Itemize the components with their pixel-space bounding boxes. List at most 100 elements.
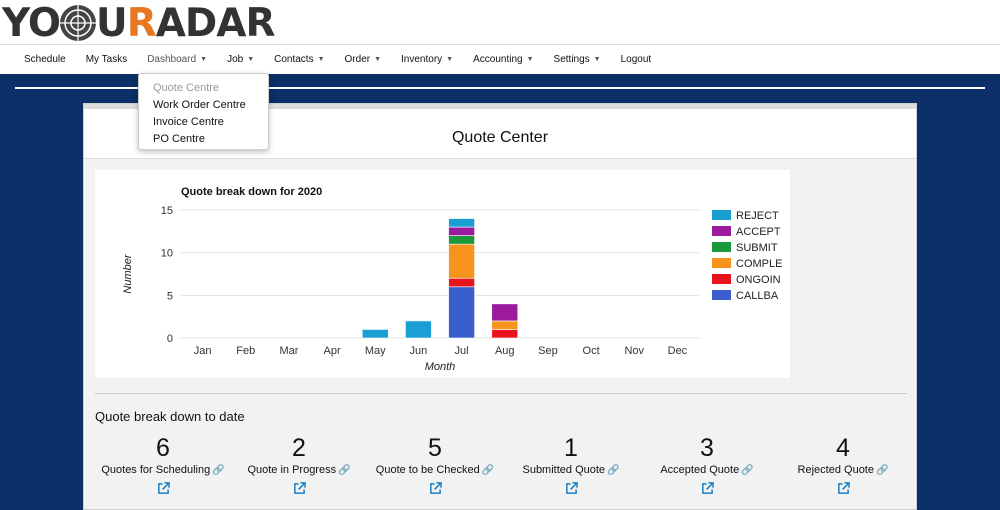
stat-label-row: Accepted Quote 🔗 (639, 464, 775, 476)
logo-text-prefix: YO (2, 0, 61, 46)
nav-item-order[interactable]: Order ▼ (335, 54, 392, 65)
legend-label-submit: SUBMIT (736, 242, 778, 254)
section-divider (95, 393, 907, 394)
bar-comple-jul (448, 243, 475, 279)
nav-item-label: Order (344, 54, 371, 65)
stat-quote-in-progress: 2 Quote in Progress 🔗 (231, 434, 367, 495)
stat-value: 1 (564, 434, 578, 462)
legend-label-accept: ACCEPT (736, 226, 781, 238)
top-bar: YO UR U R ADAR (0, 0, 1000, 46)
link-icon[interactable]: 🔗 (212, 465, 225, 476)
stat-value: 2 (292, 434, 306, 462)
stat-value: 6 (156, 434, 170, 462)
caret-down-icon: ▼ (446, 56, 454, 63)
external-link-icon[interactable] (837, 482, 850, 495)
chart-title: Quote break down for 2020 (181, 186, 322, 198)
stat-label: Accepted Quote (660, 464, 740, 476)
nav-item-schedule[interactable]: Schedule (0, 54, 76, 65)
breakdown-title: Quote break down to date (95, 409, 245, 424)
link-icon[interactable]: 🔗 (481, 465, 495, 476)
bar-reject-jun (405, 320, 432, 339)
nav-item-contacts[interactable]: Contacts ▼ (264, 54, 334, 65)
nav-item-accounting[interactable]: Accounting ▼ (463, 54, 543, 65)
stat-quote-to-be-checked: 5 Quote to be Checked 🔗 (367, 434, 503, 495)
logo-text-r: R (126, 0, 157, 46)
legend-swatch-accept (712, 226, 731, 236)
bar-callba-jul (448, 286, 475, 339)
nav-item-settings[interactable]: Settings ▼ (544, 54, 611, 65)
external-link-icon[interactable] (293, 482, 306, 495)
nav-item-inventory[interactable]: Inventory ▼ (391, 54, 463, 65)
x-tick-label: Aug (495, 345, 515, 357)
x-tick-label: Jan (194, 345, 212, 357)
nav-item-label: Contacts (274, 54, 314, 65)
link-icon[interactable]: 🔗 (607, 465, 620, 476)
breakdown-stats: 6 Quotes for Scheduling 🔗 2 Quote in Progres… (95, 434, 907, 509)
stat-label: Submitted Quote (522, 464, 606, 476)
stat-accepted-quote: 3 Accepted Quote 🔗 (639, 434, 775, 495)
stat-label: Quote to be Checked (375, 464, 480, 476)
x-tick-label: Dec (668, 345, 688, 357)
dashboard-dropdown: Quote Centre Work Order Centre Invoice Cen… (138, 73, 269, 150)
external-link-icon[interactable] (157, 482, 170, 495)
dropdown-item-work-order-centre[interactable]: Work Order Centre (153, 99, 246, 111)
x-axis-label: Month (425, 361, 456, 373)
nav-item-label: Dashboard (147, 54, 197, 65)
y-axis-label: Number (122, 253, 134, 293)
link-icon[interactable]: 🔗 (338, 465, 351, 476)
dropdown-item-invoice-centre[interactable]: Invoice Centre (153, 116, 224, 128)
external-link-icon[interactable] (565, 482, 578, 495)
caret-down-icon: ▼ (317, 56, 325, 63)
external-link-icon[interactable] (429, 482, 442, 495)
stat-value: 4 (836, 434, 850, 462)
bar-reject-may (361, 329, 389, 339)
x-tick-label: Jun (410, 345, 428, 357)
caret-down-icon: ▼ (526, 56, 534, 63)
nav-item-label: Accounting (473, 54, 523, 65)
nav-item-label: Job (227, 54, 244, 65)
y-tick-label: 5 (167, 290, 173, 302)
link-icon[interactable]: 🔗 (875, 465, 889, 476)
nav-item-my-tasks[interactable]: My Tasks (76, 54, 138, 65)
legend-label-comple: COMPLE (736, 258, 782, 270)
y-tick-label: 0 (167, 333, 173, 345)
nav-item-label: Schedule (24, 54, 66, 65)
caret-down-icon: ▼ (200, 56, 208, 63)
legend-swatch-ongoin (712, 274, 731, 284)
legend-label-reject: REJECT (736, 210, 779, 222)
brand-logo[interactable]: YO UR U R ADAR (2, 0, 276, 46)
nav-item-label: Logout (620, 54, 652, 65)
x-tick-label: Nov (624, 345, 644, 357)
chart-svg: Quote break down for 2020 0 5 10 15 Number Jan… (122, 186, 782, 373)
divider (15, 87, 985, 89)
bar-submit-jul (448, 235, 475, 245)
dropdown-item-po-centre[interactable]: PO Centre (153, 133, 205, 145)
link-icon[interactable]: 🔗 (741, 465, 754, 476)
stat-value: 3 (700, 434, 714, 462)
stat-label: Quotes for Scheduling (101, 464, 211, 476)
caret-down-icon: ▼ (374, 56, 382, 63)
nav-item-logout[interactable]: Logout (611, 54, 662, 65)
main-nav: Schedule My Tasks Dashboard ▼ Job ▼ Contacts ▼ O… (0, 44, 1000, 74)
legend-swatch-reject (712, 210, 731, 220)
caret-down-icon: ▼ (247, 56, 255, 63)
nav-item-dashboard[interactable]: Dashboard ▼ (137, 54, 217, 65)
x-tick-label: Mar (279, 345, 298, 357)
bar-accept-jul (448, 226, 475, 236)
nav-item-job[interactable]: Job ▼ (217, 54, 264, 65)
logo-text-suffix: ADAR (155, 0, 276, 46)
nav-item-label: My Tasks (85, 54, 128, 65)
radar-icon (58, 3, 98, 43)
dropdown-item-quote-centre[interactable]: Quote Centre (153, 82, 220, 94)
x-tick-label: May (365, 345, 386, 357)
legend-swatch-comple (712, 258, 731, 268)
bar-ongoin-jul (448, 277, 475, 288)
external-link-icon[interactable] (701, 482, 714, 495)
y-tick-label: 10 (161, 248, 173, 260)
bar-comple-aug (491, 320, 519, 330)
x-tick-label: Jul (455, 345, 469, 357)
nav-item-label: Inventory (401, 54, 443, 65)
nav-item-label: Settings (553, 54, 590, 65)
quote-center-card: Quote Center Quote break down for 2020 0 5… (83, 103, 917, 510)
stat-value: 5 (428, 434, 442, 462)
